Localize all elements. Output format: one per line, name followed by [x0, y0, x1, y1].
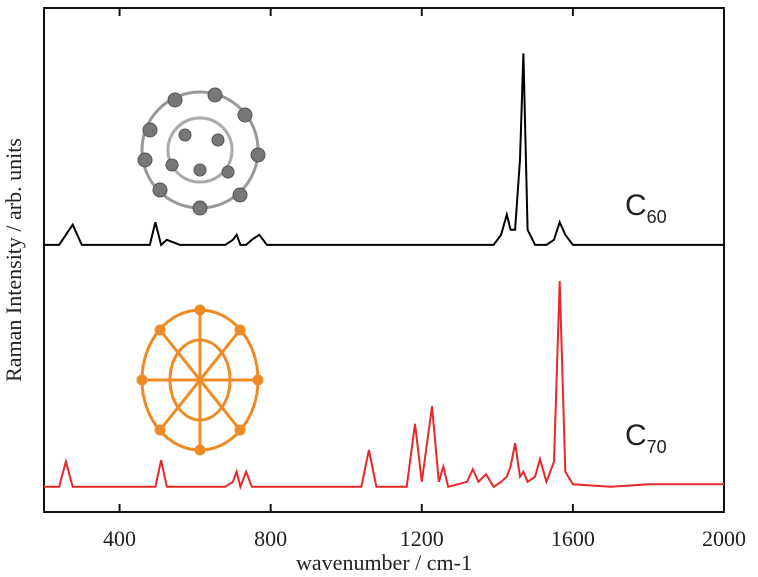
c60-molecule	[137, 87, 266, 216]
x-axis-label: wavenumber / cm-1	[296, 550, 472, 575]
series-label-sub: 70	[647, 437, 667, 457]
y-axis-label: Raman Intensity / arb. units	[1, 138, 26, 382]
x-tick-label: 1600	[551, 526, 595, 551]
c70-molecule	[136, 304, 264, 456]
plot-frame	[43, 7, 725, 513]
spectrum-line	[44, 53, 724, 247]
x-tick-label: 2000	[702, 526, 746, 551]
series-label-sub: 60	[647, 207, 667, 227]
series-label: C70	[625, 419, 667, 457]
series-label-main: C	[625, 189, 647, 222]
x-tick-label: 400	[103, 526, 136, 551]
x-tick-label: 800	[254, 526, 287, 551]
series-label-main: C	[625, 419, 647, 452]
x-tick-label: 1200	[400, 526, 444, 551]
spectrum-line	[44, 281, 724, 491]
series-label: C60	[625, 189, 667, 227]
